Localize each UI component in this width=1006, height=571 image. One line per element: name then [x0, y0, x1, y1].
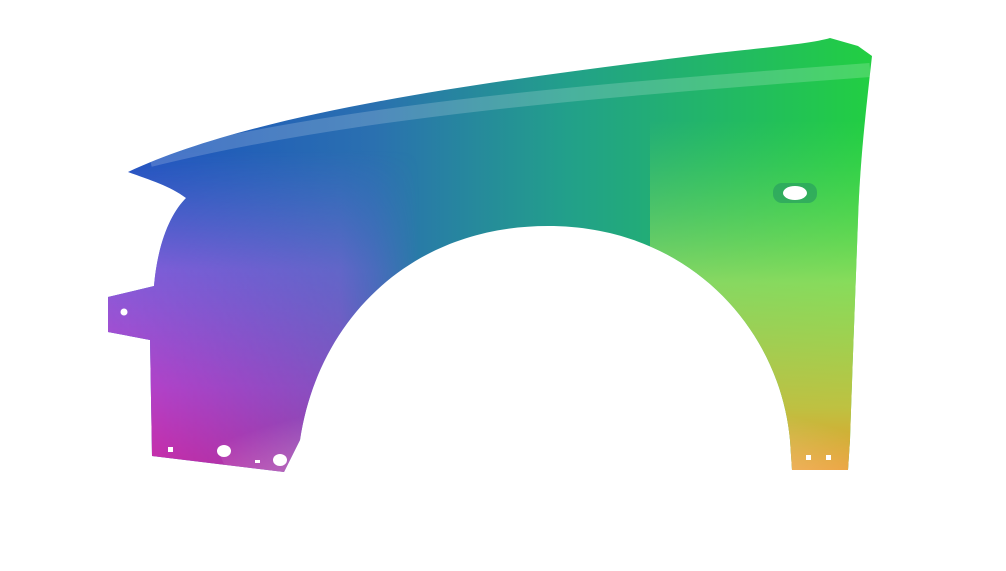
mount-holes [120, 183, 831, 466]
fender-body [108, 38, 872, 472]
